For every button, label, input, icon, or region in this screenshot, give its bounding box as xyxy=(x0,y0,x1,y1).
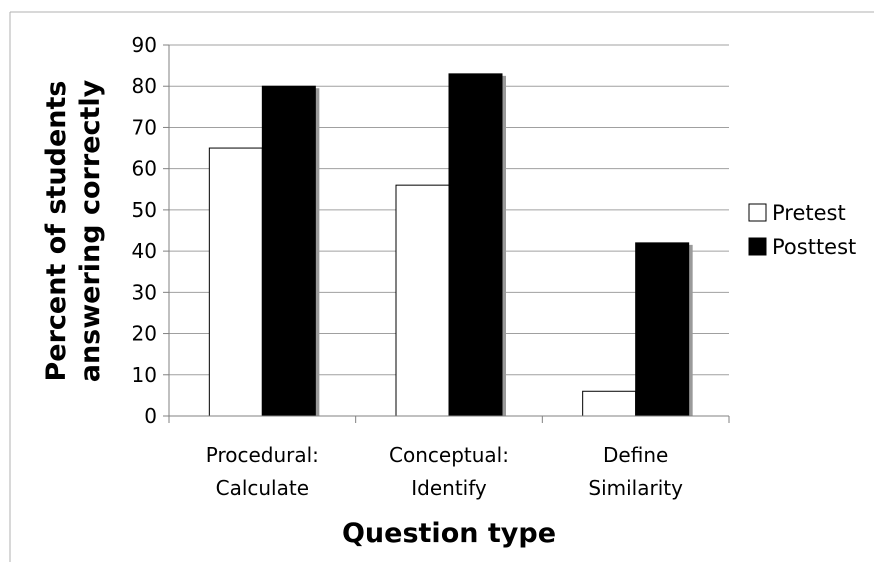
legend: Pretest Posttest xyxy=(748,201,856,259)
bar-pretest xyxy=(582,390,637,417)
y-tick-label: 0 xyxy=(144,404,157,428)
category-label: Define Similarity xyxy=(588,443,683,500)
x-axis xyxy=(168,415,730,423)
y-tick-label: 90 xyxy=(132,33,157,57)
y-tick-label: 10 xyxy=(132,363,157,387)
y-tick-label: 80 xyxy=(132,74,157,98)
legend-label-posttest: Posttest xyxy=(772,235,856,259)
bar-posttest xyxy=(261,85,316,417)
legend-swatch-pretest xyxy=(748,203,767,222)
y-axis-title: Percent of students answering correctly xyxy=(41,79,106,382)
bar-posttest xyxy=(635,242,690,417)
x-axis-title: Question type xyxy=(342,518,556,549)
y-tick-label: 60 xyxy=(132,157,157,181)
y-axis-ticks: 0 10 20 30 40 50 60 70 80 90 xyxy=(132,33,170,428)
legend-label-pretest: Pretest xyxy=(772,201,846,225)
bar-pretest xyxy=(208,147,263,417)
bar-pretest xyxy=(395,184,450,417)
y-tick-label: 50 xyxy=(132,198,157,222)
y-tick-label: 40 xyxy=(132,239,157,263)
category-label: Procedural: Calculate xyxy=(206,443,319,500)
y-tick-label: 20 xyxy=(132,322,157,346)
bars xyxy=(208,73,693,417)
bar-posttest xyxy=(448,73,503,417)
y-tick-label: 30 xyxy=(132,280,157,304)
y-tick-label: 70 xyxy=(132,115,157,139)
category-label: Conceptual: Identify xyxy=(389,443,509,500)
category-labels: Procedural: Calculate Conceptual: Identify D… xyxy=(206,443,683,500)
legend-swatch-posttest xyxy=(748,237,767,256)
